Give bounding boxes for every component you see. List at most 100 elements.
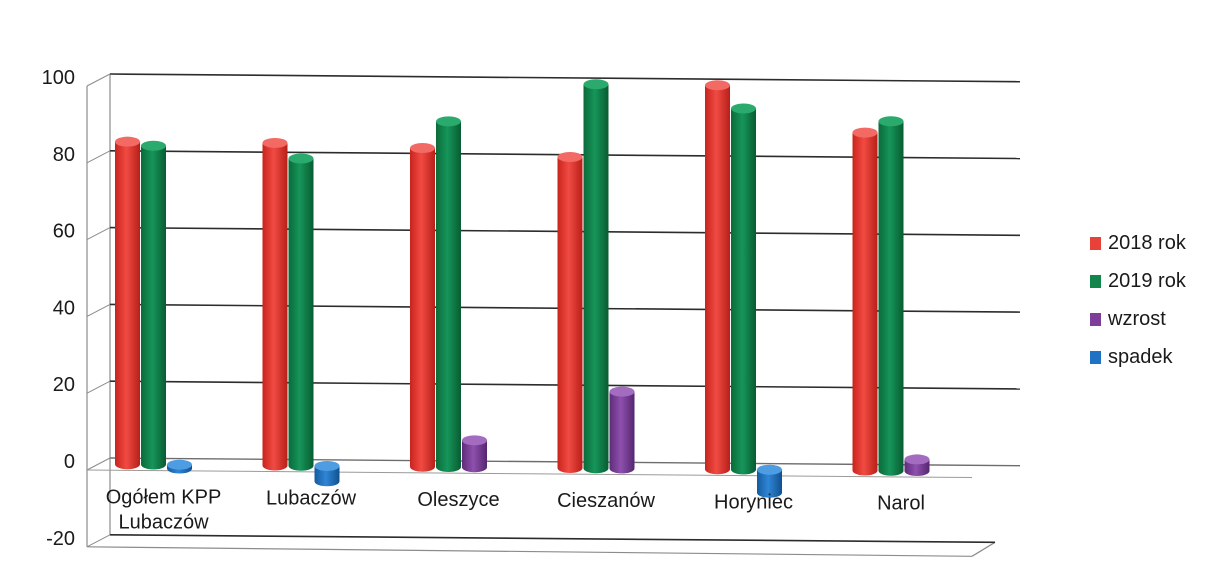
legend-item-wzrost: wzrost — [1090, 300, 1205, 338]
legend-swatch-spadek — [1090, 350, 1101, 364]
bar-2018 — [262, 137, 288, 471]
legend-swatch-2018 — [1090, 236, 1101, 250]
bar-wzrost-base — [904, 465, 930, 476]
y-tick-label: 0 — [64, 451, 75, 473]
y-tick-label: 20 — [53, 374, 75, 396]
y-tick-label: 80 — [53, 144, 75, 166]
bar-2019-body — [731, 108, 756, 470]
legend-swatch-2019 — [1090, 274, 1101, 288]
x-tick-label: Cieszanów — [557, 490, 655, 512]
bar-2018-cap — [705, 80, 730, 91]
gridline-side — [86, 73, 111, 87]
bar-wzrost — [904, 454, 930, 476]
bar-2018 — [115, 136, 140, 470]
bar-spadek — [167, 459, 192, 474]
bar-2018-base — [852, 465, 878, 476]
bar-wzrost — [609, 386, 635, 474]
legend-label-wzrost: wzrost — [1108, 307, 1166, 330]
legend-item-2019: 2019 rok — [1090, 262, 1205, 300]
x-axis-labels: Ogółem KPP Lubaczów Lubaczów Oleszyce Ciesza… — [106, 486, 925, 533]
bar-2019-cap — [141, 140, 166, 151]
x-tick-label: Lubaczów — [118, 511, 209, 533]
bar-wzrost-base — [609, 463, 635, 474]
bar-2018 — [705, 80, 730, 475]
bar-2018-body — [115, 141, 140, 465]
bar-spadek — [314, 460, 340, 487]
bar-2019-base — [436, 461, 461, 472]
bar-wzrost-body — [904, 459, 930, 471]
gridline-side — [86, 457, 111, 471]
bar-2019 — [141, 140, 166, 470]
bar-2019-cap — [288, 153, 314, 164]
y-tick-label: 60 — [53, 221, 75, 243]
x-tick-label: Ogółem KPP — [106, 486, 222, 508]
bar-2019-body — [878, 121, 904, 471]
gridline-side — [86, 534, 111, 548]
bar-2019-cap — [731, 103, 756, 114]
gridline — [109, 73, 1021, 83]
bar-2019-cap — [436, 116, 461, 127]
bar-2019 — [878, 116, 904, 476]
bar-wzrost-cap — [609, 386, 635, 397]
bar-2019 — [731, 103, 756, 475]
bar-2019 — [436, 116, 461, 472]
bar-2018-cap — [557, 151, 583, 162]
bar-2018-body — [705, 85, 730, 470]
bar-2018-cap — [852, 127, 878, 138]
bar-2018-body — [852, 132, 878, 471]
bar-2018-base — [410, 461, 435, 472]
bar-wzrost — [462, 435, 487, 473]
legend-label-spadek: spadek — [1108, 345, 1173, 368]
floor-front-edge — [86, 546, 973, 557]
bar-2019-body — [141, 145, 166, 465]
legend-swatch-wzrost — [1090, 312, 1101, 326]
bar-2018-body — [262, 142, 288, 466]
bar-2019-base — [731, 464, 756, 475]
bar-2018-cap — [115, 136, 140, 147]
bar-2018-body — [410, 148, 435, 467]
bar-spadek-base — [757, 487, 782, 498]
bar-2019-cap — [583, 79, 609, 90]
gridline-side — [86, 303, 111, 317]
bar-spadek — [757, 464, 782, 498]
bar-2018-base — [115, 459, 140, 470]
zero-plane-front — [86, 469, 973, 479]
bar-2019-body — [436, 121, 461, 467]
x-tick-label: Lubaczów — [266, 488, 357, 510]
bar-2018-base — [705, 464, 730, 475]
bar-spadek-base — [314, 476, 340, 487]
gridline — [109, 534, 996, 544]
bar-2019-base — [878, 465, 904, 476]
y-tick-label: -20 — [46, 528, 75, 550]
bar-spadek-body — [757, 469, 782, 493]
legend-label-2018: 2018 rok — [1108, 231, 1186, 254]
bar-2018-cap — [410, 143, 435, 154]
bar-2019-base — [583, 463, 609, 474]
floor-right-edge — [971, 541, 996, 557]
x-tick-label: Narol — [877, 493, 925, 515]
legend-item-spadek: spadek — [1090, 338, 1205, 376]
bar-wzrost-cap — [904, 454, 930, 465]
bar-wzrost-cap — [462, 435, 487, 446]
x-tick-label: Horyniec — [714, 491, 793, 513]
bar-2019 — [583, 79, 609, 474]
legend-label-2019: 2019 rok — [1108, 269, 1186, 292]
bar-2019-base — [288, 460, 314, 471]
bar-2018 — [557, 151, 583, 474]
bar-2019-body — [288, 158, 314, 466]
gridline-side — [86, 227, 111, 241]
legend: 2018 rok 2019 rok wzrost spadek — [1090, 224, 1205, 376]
bar-2019-body — [583, 84, 609, 469]
bar-2019 — [288, 153, 314, 471]
gridline-side — [86, 150, 111, 164]
bar-wzrost-body — [609, 391, 635, 469]
bar-2018-base — [262, 460, 288, 471]
y-axis-ticks: 100 80 60 40 20 0 -20 — [42, 67, 75, 550]
bar-spadek-cap — [757, 464, 782, 475]
legend-item-2018: 2018 rok — [1090, 224, 1205, 262]
bar-wzrost-base — [462, 462, 487, 473]
bars-group — [115, 79, 930, 498]
bar-2018 — [410, 143, 435, 472]
